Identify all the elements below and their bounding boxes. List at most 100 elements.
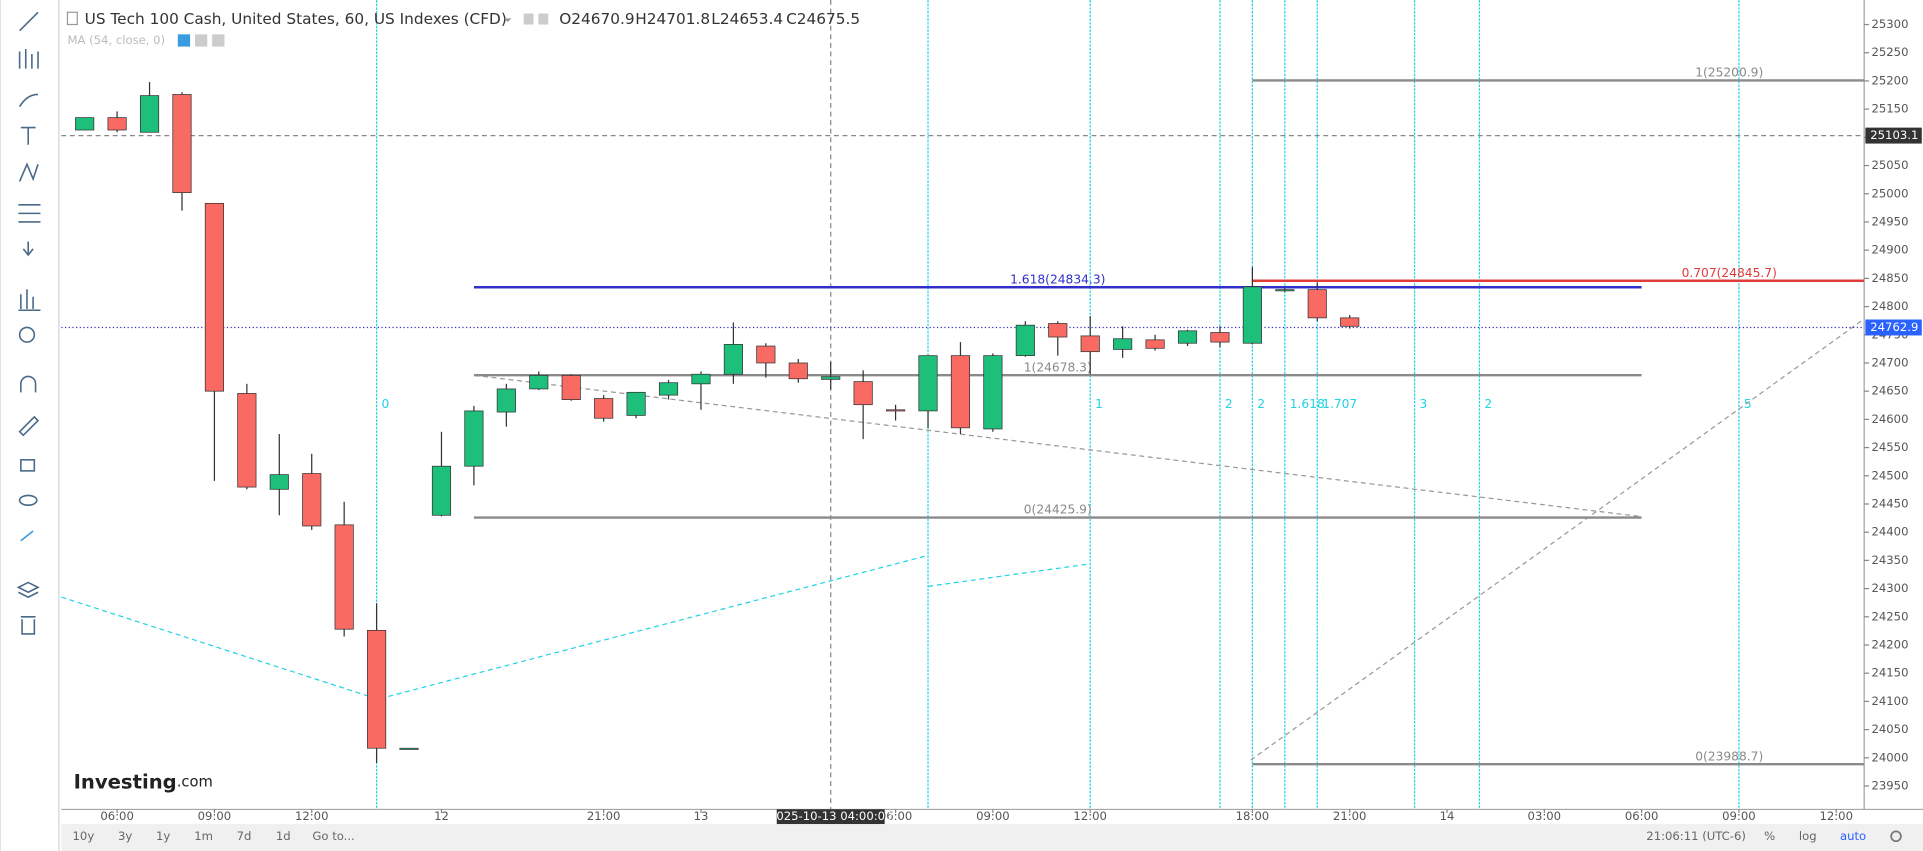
logo-suffix: .com: [177, 773, 213, 790]
candle-body: [561, 375, 581, 401]
x-tick-label: 18:00: [1236, 809, 1270, 823]
y-tick-label: 24300: [1871, 581, 1908, 595]
log-toggle[interactable]: log: [1799, 829, 1817, 843]
collapse-icon[interactable]: [66, 11, 78, 26]
trend-line: [474, 374, 1640, 518]
header-icon[interactable]: [538, 13, 549, 25]
fib-level-label: 1(24678.3): [1024, 360, 1092, 374]
range-button[interactable]: 1m: [194, 829, 213, 843]
candle-body: [367, 629, 387, 749]
candle-body: [1242, 286, 1262, 344]
crosshair-time-label: 2025-10-13 04:00:00: [769, 809, 892, 823]
fib-level-label: 1.618(24834.3): [1010, 272, 1105, 286]
header-icon[interactable]: [523, 13, 534, 25]
tool-pattern[interactable]: [18, 162, 39, 182]
crosshair-time-box: [776, 809, 885, 825]
candle-body: [821, 376, 841, 380]
logo-name: Investing: [74, 770, 177, 793]
auto-toggle[interactable]: auto: [1840, 829, 1866, 843]
candle-body: [658, 382, 679, 396]
settings-icon[interactable]: [1890, 830, 1902, 843]
indicator-eye[interactable]: [177, 34, 191, 47]
tool-magnet[interactable]: [20, 375, 37, 393]
range-button[interactable]: 3y: [118, 829, 132, 843]
cycle-label: 5: [1744, 397, 1752, 411]
tool-arrow[interactable]: [22, 241, 34, 257]
y-tick-label: 25200: [1871, 73, 1908, 87]
indicator-settings[interactable]: [194, 34, 208, 47]
range-button[interactable]: 1y: [156, 829, 170, 843]
range-button[interactable]: 7d: [237, 829, 252, 843]
cycle-label: 1: [1095, 397, 1103, 411]
y-tick-label: 25250: [1871, 45, 1908, 59]
candle-body: [1015, 324, 1035, 357]
fib-level-label: 0(24425.9): [1024, 503, 1092, 517]
tool-measure[interactable]: [18, 289, 41, 312]
x-tick-label: 06:00: [879, 809, 913, 823]
tool-eye[interactable]: [18, 494, 38, 507]
y-tick-label: 24700: [1871, 355, 1908, 369]
tool-layers[interactable]: [16, 581, 40, 599]
tool-trash[interactable]: [20, 615, 36, 635]
candle-body: [529, 375, 549, 390]
tool-link[interactable]: [20, 530, 34, 542]
candle-body: [723, 343, 743, 375]
y-tick-label: 25000: [1871, 186, 1908, 200]
x-tick-label: 12:00: [295, 809, 329, 823]
last-price-box: [1865, 319, 1922, 336]
ohlc-high: H24701.8: [635, 10, 710, 28]
candle-body: [626, 391, 646, 416]
cycle-label: 3: [1419, 397, 1427, 411]
candle-body: [918, 355, 938, 412]
x-tick-label: 12:00: [1819, 809, 1853, 823]
candle-body: [139, 95, 160, 133]
tool-text[interactable]: [20, 126, 36, 145]
tool-prediction[interactable]: [18, 203, 41, 223]
crosshair-price-label: 25103.1: [1870, 128, 1918, 142]
tool-line[interactable]: [19, 11, 39, 32]
range-button[interactable]: 10y: [73, 829, 95, 843]
y-tick-label: 24550: [1871, 440, 1908, 454]
candle-body: [1145, 339, 1165, 349]
crosshair-price-box: [1865, 127, 1922, 144]
candle-body: [788, 362, 808, 380]
x-tick-label: 09:00: [976, 809, 1010, 823]
cycle-label: 0: [382, 397, 390, 411]
candle-body: [853, 381, 873, 406]
tool-lock[interactable]: [20, 459, 36, 472]
plot-area: 23950 24000 24050 24100 24150 24200 24250 24300…: [61, 0, 1922, 825]
candle-body: [886, 409, 906, 412]
y-tick-label: 25150: [1871, 102, 1908, 116]
cycle-label: 1.618: [1290, 397, 1325, 411]
y-tick-label: 24450: [1871, 496, 1908, 510]
indicator-remove[interactable]: [212, 34, 225, 47]
range-button[interactable]: 1d: [276, 829, 291, 843]
candle-body: [1080, 335, 1100, 353]
candle-body: [1113, 338, 1133, 350]
dropdown-caret[interactable]: [504, 18, 512, 23]
percent-toggle[interactable]: %: [1764, 829, 1775, 843]
x-tick-label: 06:00: [1625, 809, 1659, 823]
ohlc-open: O24670.9: [559, 10, 634, 28]
candle-body: [431, 465, 452, 516]
cycle-label: 2: [1257, 397, 1265, 411]
cycle-label: 2: [1225, 397, 1233, 411]
tool-lock-draw[interactable]: [18, 415, 40, 437]
chart-title: US Tech 100 Cash, United States, 60, US …: [85, 10, 507, 28]
last-price-label: 24762.9: [1870, 320, 1918, 334]
clock: 21:06:11 (UTC-6): [1646, 829, 1746, 843]
tool-fib[interactable]: [18, 49, 39, 69]
trend-line: [928, 563, 1087, 587]
tool-brush[interactable]: [18, 93, 39, 108]
y-tick-label: 24150: [1871, 666, 1908, 680]
y-tick-label: 24600: [1871, 412, 1908, 426]
x-tick-label: 09:00: [1722, 809, 1756, 823]
bottom-controls: 10y 3y 1y 1m 7d 1d Go to... 21:06:11 (UTC-6)% lo…: [73, 829, 1867, 843]
candle-body: [334, 524, 354, 630]
y-tick-label: 24800: [1871, 299, 1908, 313]
range-button[interactable]: Go to...: [312, 829, 354, 843]
candle-body: [1048, 323, 1068, 338]
x-tick-label: 12:00: [1073, 809, 1107, 823]
tool-zoom[interactable]: [18, 326, 36, 343]
